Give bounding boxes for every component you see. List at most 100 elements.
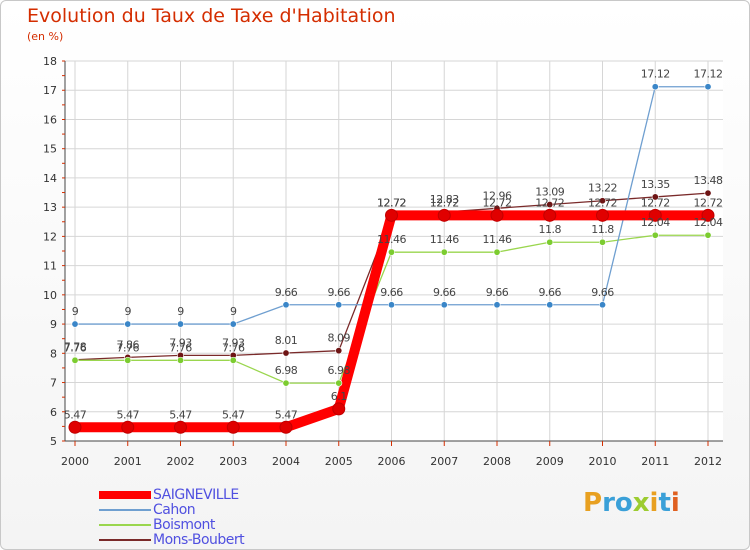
legend-swatch-boismont [99,523,151,526]
data-point-boismont [282,379,290,387]
data-point-cahon [335,301,343,309]
data-label-cahon: 9.66 [380,286,403,299]
data-label-saigneville: 5.47 [64,408,87,421]
y-tick-label: 14 [43,172,57,185]
data-point-cahon [440,301,448,309]
data-point-boismont [229,356,237,364]
data-label-mons-boubert: 13.09 [535,186,564,199]
x-tick-label: 2007 [430,455,458,468]
data-point-cahon [546,301,554,309]
data-point-cahon [387,301,395,309]
data-label-mons-boubert: 7.93 [222,336,245,349]
data-label-mons-boubert: 13.48 [694,174,723,187]
y-tick-label: 5 [50,435,57,448]
data-label-saigneville: 6.1 [331,390,347,403]
data-label-boismont: 11.46 [430,233,459,246]
x-tick-label: 2004 [272,455,300,468]
data-label-boismont: 6.98 [328,364,351,377]
data-label-mons-boubert: 8.09 [328,332,351,345]
x-tick-label: 2002 [167,455,195,468]
data-label-boismont: 12.04 [641,216,670,229]
y-tick-label: 7 [50,377,57,390]
data-label-cahon: 17.12 [641,68,670,81]
data-point-mons-boubert [546,201,554,209]
data-point-boismont [124,356,132,364]
data-label-mons-boubert: 12.96 [483,189,512,202]
data-point-boismont [546,238,554,246]
data-point-saigneville [226,420,240,434]
logo-letter: i [670,488,680,518]
legend-label-cahon: Cahon [153,501,196,518]
data-label-saigneville: 5.47 [222,408,245,421]
y-tick-label: 11 [43,260,57,273]
x-tick-label: 2001 [114,455,142,468]
data-point-cahon [71,320,79,328]
data-point-cahon [124,320,132,328]
x-tick-label: 2012 [694,455,722,468]
data-point-cahon [651,83,659,91]
x-tick-label: 2003 [219,455,247,468]
data-point-saigneville [121,420,135,434]
data-point-saigneville [332,402,346,416]
data-label-cahon: 9.66 [275,286,298,299]
data-point-saigneville [174,420,187,434]
y-tick-label: 6 [50,406,57,419]
data-label-mons-boubert: 13.35 [641,178,670,191]
y-tick-label: 10 [43,289,57,302]
y-tick-label: 17 [43,84,57,97]
data-point-boismont [704,231,712,239]
data-label-cahon: 17.12 [694,68,723,81]
data-label-cahon: 9.66 [591,286,614,299]
legend-label-saigneville: SAIGNEVILLE [153,486,239,503]
data-label-saigneville: 5.47 [117,408,140,421]
proxiti-logo: Proxiti [583,488,680,518]
data-point-saigneville [648,208,662,222]
data-label-boismont: 11.8 [591,223,614,236]
data-label-cahon: 9 [230,305,237,318]
data-point-saigneville [543,208,557,222]
data-point-saigneville [68,420,82,434]
legend-item-saigneville: SAIGNEVILLE [99,486,244,503]
data-label-cahon: 9.66 [486,286,509,299]
x-tick-label: 2011 [641,455,669,468]
x-tick-label: 2010 [589,455,617,468]
y-tick-label: 9 [50,318,57,331]
legend-item-mons-boubert: Mons-Boubert [99,531,245,548]
chart-title: Evolution du Taux de Taxe d'Habitation [27,5,396,27]
y-tick-label: 13 [43,201,57,214]
data-point-mons-boubert [335,347,343,355]
x-tick-label: 2005 [325,455,353,468]
data-label-boismont: 7.76 [117,341,140,354]
data-label-saigneville: 12.72 [483,196,512,209]
data-point-cahon [229,320,237,328]
legend-label-boismont: Boismont [153,516,215,533]
data-point-saigneville [701,208,715,222]
y-tick-label: 16 [43,113,57,126]
data-point-boismont [335,379,343,387]
x-tick-label: 2009 [536,455,564,468]
data-label-mons-boubert: 8.01 [275,334,298,347]
chart-unit: (en %) [27,30,64,43]
data-point-cahon [493,301,501,309]
data-label-cahon: 9.66 [539,286,562,299]
data-point-mons-boubert [651,193,659,201]
data-label-mons-boubert: 12.72 [377,196,406,209]
logo-letter: i [649,488,659,518]
data-label-boismont: 12.04 [694,216,723,229]
legend-label-mons-boubert: Mons-Boubert [153,531,245,548]
data-label-boismont: 11.8 [539,223,562,236]
x-tick-label: 2008 [483,455,511,468]
y-tick-label: 15 [43,143,57,156]
y-tick-label: 8 [50,347,57,360]
data-point-cahon [598,301,606,309]
data-point-boismont [71,356,79,364]
x-tick-label: 2000 [61,455,89,468]
data-label-saigneville: 12.72 [535,196,564,209]
data-point-boismont [493,248,501,256]
legend-swatch-saigneville [99,490,151,499]
logo-letter: o [614,488,633,518]
data-point-boismont [177,356,185,364]
data-point-saigneville [437,208,451,222]
